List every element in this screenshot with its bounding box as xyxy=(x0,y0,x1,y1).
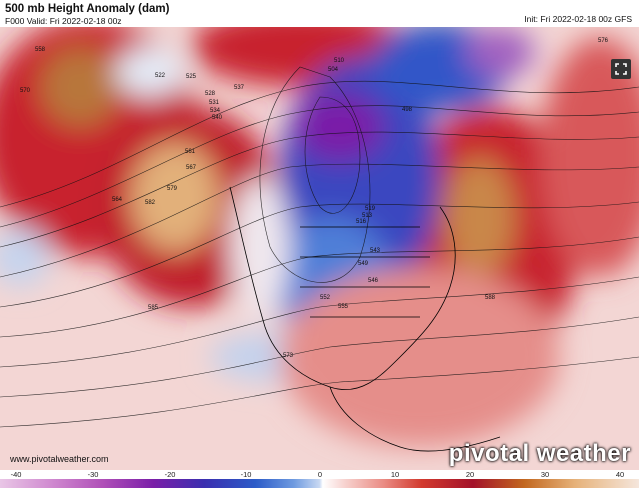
brand-logo: pivotal weather xyxy=(448,440,631,467)
colorbar-tick: 10 xyxy=(390,470,400,479)
map-title: 500 mb Height Anomaly (dam) xyxy=(5,3,170,15)
colorbar-tick: 40 xyxy=(615,470,625,479)
contour-label: 513 xyxy=(362,213,373,219)
map-canvas: 558 570 582 522 528 534 540 546 552 564 … xyxy=(0,27,639,470)
contour-label: 582 xyxy=(145,200,156,206)
colorbar-gradient xyxy=(0,479,639,488)
color-bar: -40 -30 -20 -10 0 10 20 30 40 xyxy=(0,470,639,488)
contour-label: 516 xyxy=(356,219,367,225)
contour-label: 570 xyxy=(20,88,31,94)
contour-label: 573 xyxy=(283,353,294,359)
contour-label: 564 xyxy=(112,197,123,203)
colorbar-tick: -40 xyxy=(10,470,22,479)
contour-label: 522 xyxy=(155,73,166,79)
contour-label: 567 xyxy=(186,165,197,171)
contour-label: 531 xyxy=(209,100,220,106)
anomaly-map: 558 570 582 522 528 534 540 546 552 564 … xyxy=(0,27,639,470)
contour-label: 537 xyxy=(234,85,245,91)
contour-label: 546 xyxy=(368,278,379,284)
contour-label: 552 xyxy=(320,295,331,301)
contour-label: 510 xyxy=(334,58,345,64)
colorbar-tick: 30 xyxy=(540,470,550,479)
contour-label: 525 xyxy=(186,74,197,80)
contour-label: 534 xyxy=(210,108,221,114)
contour-label: 561 xyxy=(185,149,196,155)
colorbar-tick: 20 xyxy=(465,470,475,479)
contour-label: 540 xyxy=(212,115,223,121)
contour-label: 576 xyxy=(598,38,609,44)
colorbar-tick: 0 xyxy=(317,470,323,479)
contour-label: 579 xyxy=(167,186,178,192)
contour-label: 585 xyxy=(148,305,159,311)
contour-label: 519 xyxy=(365,206,376,212)
valid-time: F000 Valid: Fri 2022-02-18 00z xyxy=(5,16,122,26)
contour-label: 543 xyxy=(370,248,381,254)
colorbar-tick: -30 xyxy=(87,470,99,479)
expand-icon[interactable] xyxy=(611,59,631,79)
init-time: Init: Fri 2022-02-18 00z GFS xyxy=(524,14,632,24)
colorbar-tick: -10 xyxy=(240,470,252,479)
contour-label: 588 xyxy=(485,295,496,301)
contour-label: 504 xyxy=(328,67,339,73)
contour-label: 528 xyxy=(205,91,216,97)
contour-label: 498 xyxy=(402,107,413,113)
contour-label: 558 xyxy=(35,47,46,53)
website-label: www.pivotalweather.com xyxy=(10,454,109,464)
contour-label: 549 xyxy=(358,261,369,267)
colorbar-tick: -20 xyxy=(164,470,176,479)
header: 500 mb Height Anomaly (dam) F000 Valid: … xyxy=(5,2,169,27)
contour-label: 555 xyxy=(338,304,349,310)
